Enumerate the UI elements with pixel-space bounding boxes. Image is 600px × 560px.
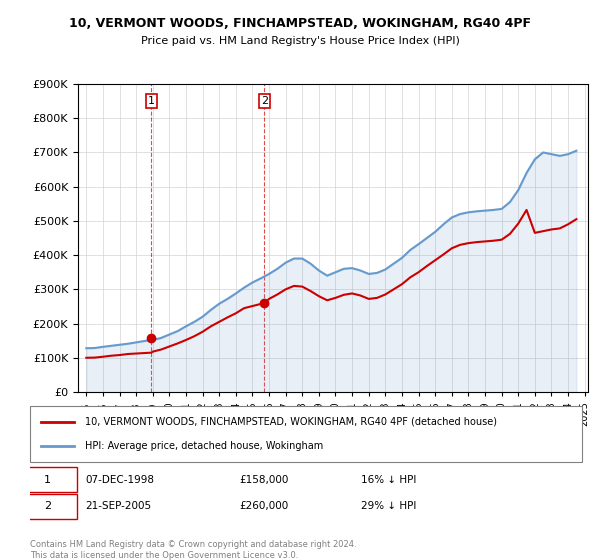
Text: Price paid vs. HM Land Registry's House Price Index (HPI): Price paid vs. HM Land Registry's House … (140, 36, 460, 46)
Text: 10, VERMONT WOODS, FINCHAMPSTEAD, WOKINGHAM, RG40 4PF: 10, VERMONT WOODS, FINCHAMPSTEAD, WOKING… (69, 17, 531, 30)
FancyBboxPatch shape (19, 494, 77, 519)
Text: 1: 1 (148, 96, 155, 106)
Text: 10, VERMONT WOODS, FINCHAMPSTEAD, WOKINGHAM, RG40 4PF (detached house): 10, VERMONT WOODS, FINCHAMPSTEAD, WOKING… (85, 417, 497, 427)
Text: 21-SEP-2005: 21-SEP-2005 (85, 501, 151, 511)
Text: 29% ↓ HPI: 29% ↓ HPI (361, 501, 416, 511)
Text: HPI: Average price, detached house, Wokingham: HPI: Average price, detached house, Woki… (85, 441, 323, 451)
Text: 16% ↓ HPI: 16% ↓ HPI (361, 474, 416, 484)
Text: 1: 1 (44, 474, 51, 484)
FancyBboxPatch shape (19, 468, 77, 492)
Text: 2: 2 (261, 96, 268, 106)
Text: 07-DEC-1998: 07-DEC-1998 (85, 474, 154, 484)
FancyBboxPatch shape (30, 406, 582, 462)
Text: £260,000: £260,000 (240, 501, 289, 511)
Text: Contains HM Land Registry data © Crown copyright and database right 2024.
This d: Contains HM Land Registry data © Crown c… (30, 540, 356, 560)
Text: 2: 2 (44, 501, 51, 511)
Text: £158,000: £158,000 (240, 474, 289, 484)
